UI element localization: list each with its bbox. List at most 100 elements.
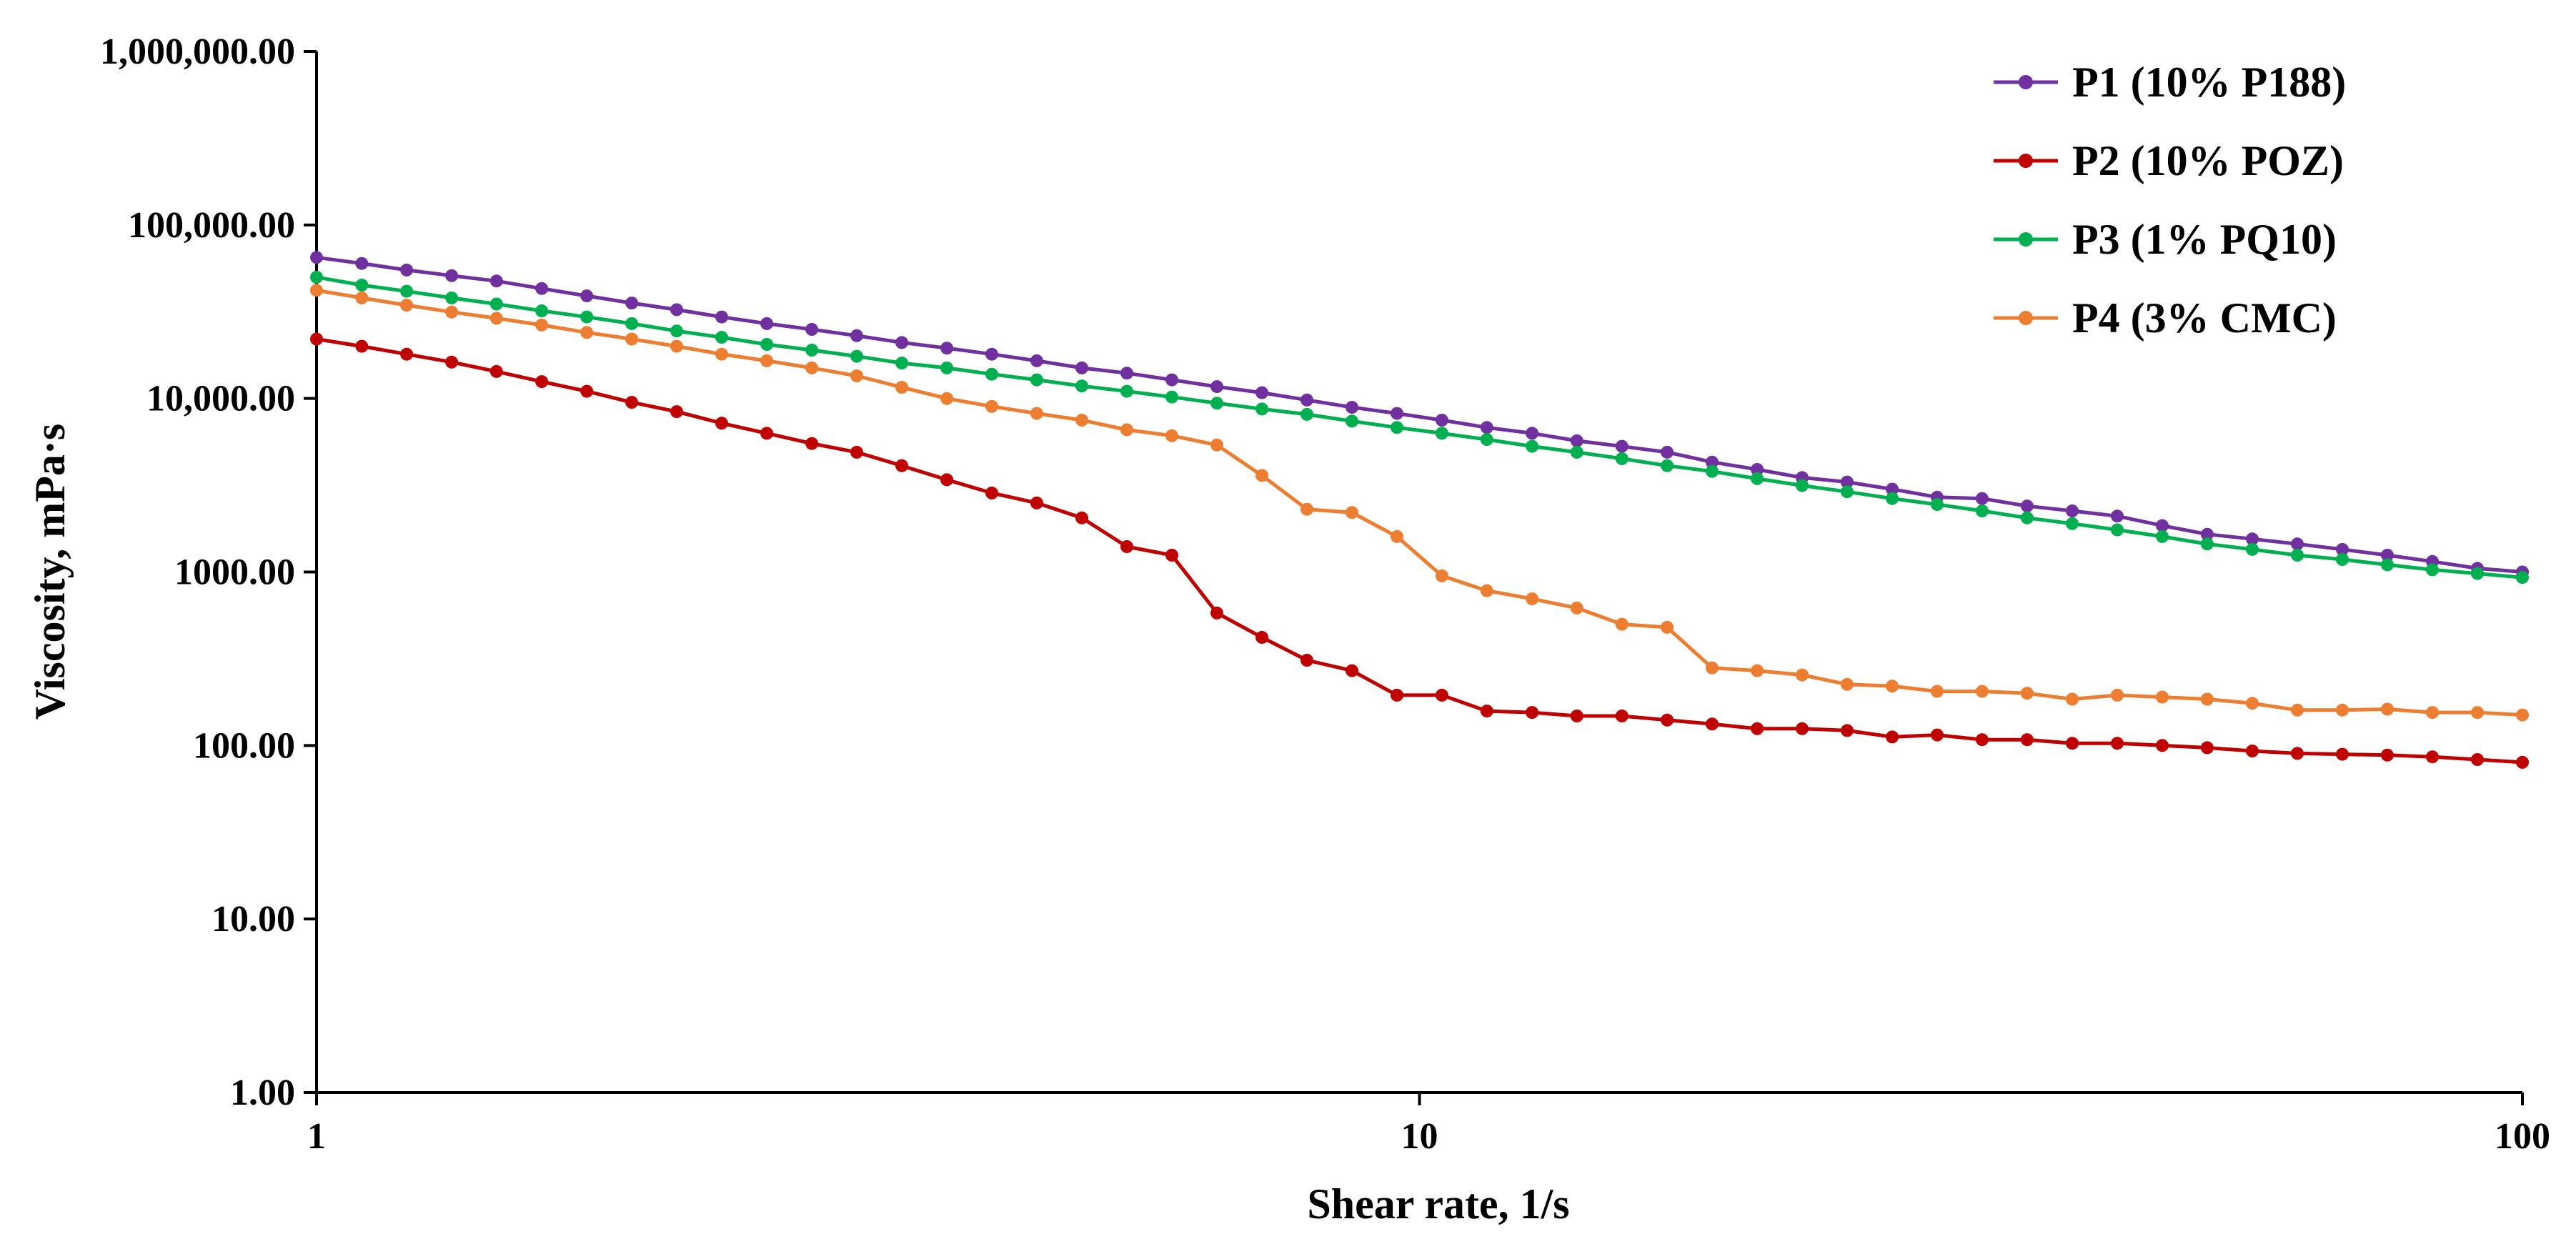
data-point: [2066, 517, 2079, 530]
data-point: [400, 284, 414, 298]
y-tick-label: 1000.00: [174, 552, 295, 593]
data-point: [2066, 737, 2079, 750]
data-point: [2111, 688, 2124, 702]
data-point: [940, 473, 954, 487]
data-point: [400, 263, 414, 277]
data-point: [1615, 439, 1628, 453]
y-tick-label: 1,000,000.00: [100, 31, 295, 72]
data-point: [1120, 423, 1133, 437]
data-point: [805, 323, 819, 336]
y-ticks: 1.00 10.00 100.00 1000.00 10,000.00 100,000.0…: [100, 31, 317, 1113]
data-point: [2156, 739, 2169, 752]
data-point: [715, 331, 728, 344]
data-point: [850, 329, 863, 342]
data-point: [355, 257, 369, 270]
data-point: [580, 310, 594, 324]
data-point: [1030, 354, 1043, 367]
data-point: [805, 361, 819, 374]
data-point: [2111, 523, 2124, 537]
legend-item: P4 (3% CMC): [1994, 294, 2337, 342]
data-point: [2336, 747, 2349, 761]
data-point: [2200, 537, 2214, 551]
data-point: [1886, 680, 1899, 693]
data-point: [1931, 498, 1944, 511]
data-point: [985, 367, 998, 381]
data-point: [1030, 496, 1043, 509]
data-point: [445, 269, 459, 282]
data-point: [2200, 692, 2214, 706]
data-point: [850, 349, 863, 363]
legend-marker: [2019, 232, 2033, 247]
data-point: [1255, 469, 1268, 482]
data-point: [1075, 414, 1088, 427]
data-point: [355, 291, 369, 304]
data-point: [1615, 617, 1628, 631]
legend-item: P3 (1% PQ10): [1994, 216, 2337, 263]
data-point: [625, 317, 639, 330]
data-point: [2426, 750, 2439, 764]
data-point: [940, 392, 954, 405]
data-point: [1841, 677, 1854, 691]
data-point: [670, 339, 683, 353]
data-point: [760, 427, 774, 440]
data-point: [310, 332, 323, 346]
data-point: [1435, 569, 1448, 582]
data-point: [1751, 722, 1764, 735]
data-point: [1661, 713, 1674, 727]
data-point: [2111, 737, 2124, 750]
data-point: [1210, 380, 1223, 394]
series-2: [310, 332, 2529, 769]
x-tick-label: 100: [2495, 1116, 2550, 1157]
legend-item: P2 (10% POZ): [1994, 137, 2344, 184]
data-point: [1480, 584, 1493, 597]
data-point: [2381, 558, 2394, 572]
data-point: [1661, 445, 1674, 459]
data-point: [1975, 504, 1989, 517]
series-3: [310, 270, 2529, 584]
data-point: [1751, 463, 1764, 476]
data-point: [2020, 733, 2034, 747]
data-point: [2516, 755, 2529, 769]
data-point: [2020, 499, 2034, 513]
data-point: [1255, 402, 1268, 416]
data-point: [1165, 390, 1178, 404]
data-point: [2111, 509, 2124, 523]
data-point: [1706, 464, 1719, 478]
data-point: [1796, 722, 1809, 735]
data-point: [2246, 745, 2259, 757]
data-point: [1301, 654, 1313, 667]
data-point: [2426, 706, 2439, 720]
data-point: [1435, 414, 1448, 427]
data-point: [1030, 407, 1043, 420]
series-line: [316, 275, 2523, 579]
data-point: [2020, 687, 2034, 700]
data-point: [1210, 397, 1223, 410]
data-point: [1570, 601, 1583, 614]
legend-label: P1 (10% P188): [2072, 59, 2346, 106]
data-point: [895, 459, 908, 472]
data-point: [1301, 502, 1313, 516]
data-point: [2066, 504, 2079, 517]
data-point: [1210, 438, 1223, 452]
data-point: [1661, 459, 1674, 472]
x-ticks: 1 10 100: [307, 1093, 2550, 1157]
data-point: [1975, 492, 1989, 505]
data-point: [2246, 542, 2259, 556]
plot-area: 1.00 10.00 100.00 1000.00 10,000.00 100,000.0…: [100, 31, 2550, 1157]
data-point: [985, 487, 998, 499]
data-point: [580, 384, 594, 398]
data-point: [1796, 479, 1809, 492]
data-point: [1796, 668, 1809, 682]
data-point: [1120, 367, 1133, 380]
data-point: [1570, 434, 1583, 447]
y-axis-title: Viscosity, mPa·s: [26, 424, 74, 720]
data-point: [895, 381, 908, 394]
data-point: [1480, 705, 1493, 718]
data-point: [445, 291, 459, 304]
data-point: [850, 445, 863, 459]
data-point: [1435, 427, 1448, 440]
data-point: [940, 342, 954, 355]
data-point: [715, 417, 728, 430]
data-point: [715, 347, 728, 361]
